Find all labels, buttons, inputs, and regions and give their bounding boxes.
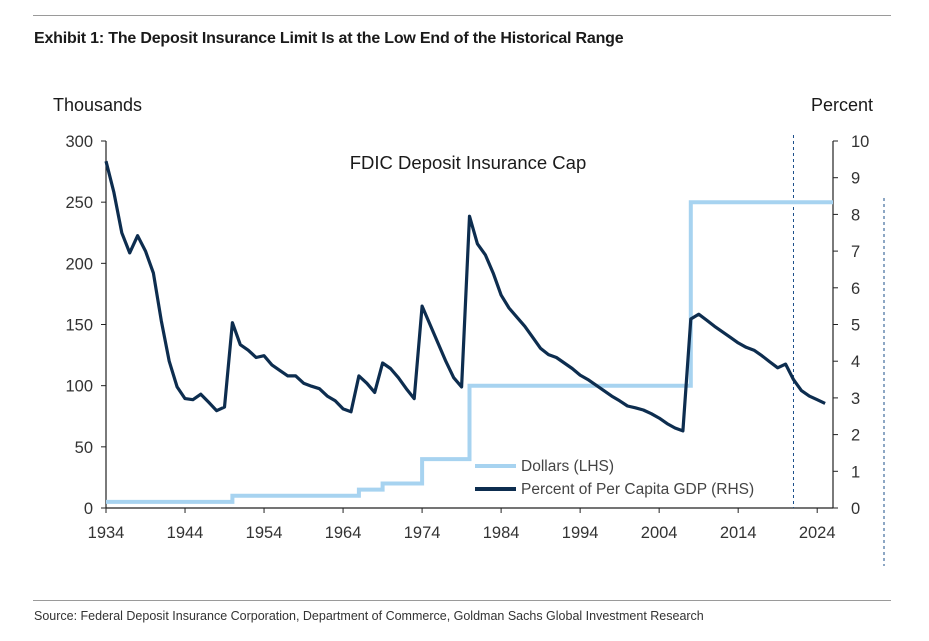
x-tick-label: 1954 <box>246 524 283 542</box>
y-right-tick-label: 4 <box>851 353 860 371</box>
y-right-tick-label: 8 <box>851 206 860 224</box>
y-left-tick-label: 300 <box>65 133 93 151</box>
y-right-tick-label: 0 <box>851 500 860 518</box>
y-left-tick-label: 100 <box>65 378 93 396</box>
y-left-label: Thousands <box>53 95 142 115</box>
x-tick-label: 1994 <box>562 524 599 542</box>
x-tick-label: 2024 <box>799 524 836 542</box>
chart-title: FDIC Deposit Insurance Cap <box>350 152 587 173</box>
y-right-tick-label: 1 <box>851 463 860 481</box>
y-right-tick-label: 9 <box>851 170 860 188</box>
series-group <box>104 135 885 566</box>
y-left-tick-label: 50 <box>75 439 93 457</box>
x-tick-label: 2004 <box>641 524 678 542</box>
y-right-tick-label: 6 <box>851 280 860 298</box>
y-right-label: Percent <box>811 95 873 115</box>
legend: Dollars (LHS) Percent of Per Capita GDP … <box>475 458 754 498</box>
y-right-tick-label: 10 <box>851 133 869 151</box>
y-left-tick-label: 0 <box>84 500 93 518</box>
y-left-tick-label: 250 <box>65 194 93 212</box>
legend-label-percent: Percent of Per Capita GDP (RHS) <box>521 481 754 498</box>
x-tick-label: 1934 <box>88 524 125 542</box>
y-right-tick-label: 7 <box>851 243 860 261</box>
x-tick-label: 1964 <box>325 524 362 542</box>
y-left-tick-label: 150 <box>65 317 93 335</box>
source-note: Source: Federal Deposit Insurance Corpor… <box>34 609 704 623</box>
x-tick-label: 1974 <box>404 524 441 542</box>
series-dollars-line <box>106 200 833 504</box>
x-tick-label: 1944 <box>167 524 204 542</box>
y-right-tick-label: 5 <box>851 317 860 335</box>
y-right-tick-label: 3 <box>851 390 860 408</box>
x-tick-label: 2014 <box>720 524 757 542</box>
axes-group: 0 50 100 150 200 250 300 0 1 2 3 4 5 6 7 8 9 10 1934 1944 19… <box>65 133 869 542</box>
series-percent-line <box>104 160 826 433</box>
y-right-tick-label: 2 <box>851 427 860 445</box>
top-rule <box>33 15 891 16</box>
y-left-tick-label: 200 <box>65 255 93 273</box>
exhibit-title: Exhibit 1: The Deposit Insurance Limit I… <box>34 30 624 47</box>
bottom-rule <box>33 600 891 601</box>
x-tick-label: 1984 <box>483 524 520 542</box>
legend-label-dollars: Dollars (LHS) <box>521 458 614 475</box>
